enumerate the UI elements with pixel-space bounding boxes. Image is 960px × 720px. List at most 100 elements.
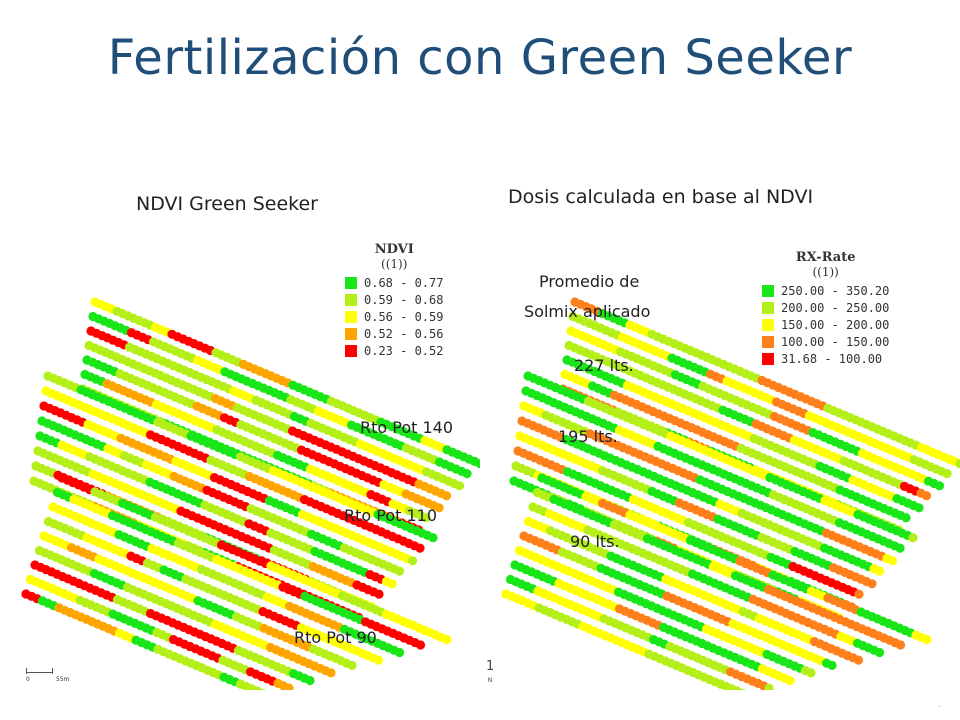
ndvi-legend: NDVI ((1)) 0.68 - 0.77 0.59 - 0.68 0.56 … <box>345 242 443 359</box>
legend-entry: 0.52 - 0.56 <box>345 325 443 342</box>
rx-rate-legend: RX-Rate ((1)) 250.00 - 350.20 200.00 - 2… <box>762 250 889 367</box>
pass-point <box>921 491 932 501</box>
legend-entry: 150.00 - 200.00 <box>762 316 889 333</box>
legend-swatch <box>762 284 774 297</box>
legend-swatch <box>345 310 357 323</box>
pass-point <box>942 469 952 479</box>
ndvi-legend-entries: 0.68 - 0.77 0.59 - 0.68 0.56 - 0.59 0.52… <box>345 274 443 359</box>
rx-rate-map <box>501 297 960 690</box>
yield-label-90: Rto Pot 90 <box>294 628 377 647</box>
pass-point <box>415 640 426 650</box>
pass-point <box>428 533 438 543</box>
pass-point <box>901 513 911 523</box>
pass-point <box>434 503 444 513</box>
scale-start-label: 0 <box>26 676 30 683</box>
legend-swatch <box>345 327 357 340</box>
legend-entry-label: 31.68 - 100.00 <box>781 351 883 366</box>
legend-entry: 0.23 - 0.52 <box>345 342 443 359</box>
pass-point <box>732 686 742 690</box>
pass-point <box>454 481 465 491</box>
rx-rate-legend-entries: 250.00 - 350.20 200.00 - 250.00 150.00 -… <box>762 282 889 367</box>
pass-point <box>374 589 384 599</box>
pass-point <box>462 469 472 479</box>
scale-end-label: 55m <box>56 676 70 683</box>
legend-entry: 31.68 - 100.00 <box>762 350 889 367</box>
legend-entry-label: 0.52 - 0.56 <box>364 326 444 341</box>
legend-entry-label: 200.00 - 250.00 <box>781 300 890 315</box>
legend-entry-label: 0.23 - 0.52 <box>364 343 444 358</box>
pass-point <box>827 660 837 670</box>
pass-point <box>284 683 294 690</box>
dose-label-195: 195 lts. <box>558 427 618 446</box>
dose-label-227: 227 lts. <box>574 356 634 375</box>
pass-point <box>922 635 932 645</box>
pass-point <box>394 647 405 658</box>
pass-point <box>887 556 898 566</box>
legend-entry: 100.00 - 150.00 <box>762 333 889 350</box>
ndvi-legend-title: NDVI <box>374 242 414 257</box>
dose-label-90: 90 lts. <box>570 532 620 551</box>
legend-swatch <box>762 301 774 314</box>
scale-tick <box>26 668 27 674</box>
pass-point <box>394 566 405 576</box>
legend-entry-label: 0.68 - 0.77 <box>364 275 444 290</box>
pass-point <box>867 579 877 589</box>
north-arrow: 1 N <box>486 660 494 688</box>
yield-label-110: Rto Pot 110 <box>344 506 438 525</box>
yield-label-140: Rto Pot 140 <box>360 418 454 437</box>
legend-entry-label: 250.00 - 350.20 <box>781 283 890 298</box>
legend-entry-label: 0.56 - 0.59 <box>364 309 444 324</box>
legend-entry: 200.00 - 250.00 <box>762 299 889 316</box>
scale-bar: 0 55m <box>26 668 86 684</box>
legend-entry: 0.56 - 0.59 <box>345 308 443 325</box>
scale-line <box>26 672 52 673</box>
note-line-2: Solmix aplicado <box>524 302 651 321</box>
right-map-caption: Dosis calculada en base al NDVI <box>508 186 814 208</box>
pass-point <box>934 481 945 491</box>
pass-point <box>326 668 336 678</box>
pass-point <box>739 688 746 690</box>
legend-entry-label: 150.00 - 200.00 <box>781 317 890 332</box>
pass-point <box>908 533 918 543</box>
legend-entry-label: 0.59 - 0.68 <box>364 292 444 307</box>
pass-point <box>415 543 425 553</box>
pass-point <box>252 686 262 690</box>
north-letter: N <box>487 677 493 684</box>
pass-point <box>373 655 384 665</box>
legend-swatch <box>345 344 357 357</box>
page-dot: . <box>938 700 941 709</box>
north-numeral: 1 <box>486 659 495 674</box>
legend-entry-label: 100.00 - 150.00 <box>781 334 890 349</box>
pass-point <box>421 513 431 523</box>
left-map-caption: NDVI Green Seeker <box>136 193 318 215</box>
legend-entry: 0.59 - 0.68 <box>345 291 443 308</box>
pass-point <box>764 683 774 690</box>
pass-point <box>874 566 885 576</box>
pass-point <box>853 655 864 665</box>
pass-point <box>895 640 906 650</box>
pass-point <box>785 675 795 686</box>
legend-swatch <box>762 318 774 331</box>
legend-swatch <box>345 276 357 289</box>
pass-point <box>387 579 397 589</box>
legend-entry: 250.00 - 350.20 <box>762 282 889 299</box>
pass-point <box>895 543 905 553</box>
rx-rate-legend-title: RX-Rate <box>795 250 856 265</box>
rx-rate-legend-subtitle: ((1)) <box>812 265 839 279</box>
pass-point <box>914 503 924 513</box>
scale-tick <box>52 668 53 674</box>
pass-point <box>259 688 266 690</box>
slide-title: Fertilización con Green Seeker <box>107 30 853 86</box>
note-line-1: Promedio de <box>539 272 640 291</box>
pass-point <box>806 668 816 678</box>
pass-point <box>305 675 315 686</box>
pass-point <box>475 459 480 469</box>
ndvi-map <box>21 297 480 690</box>
pass-point <box>407 556 418 566</box>
pass-point <box>441 491 452 501</box>
ndvi-legend-subtitle: ((1)) <box>381 257 408 271</box>
pass-point <box>854 589 864 599</box>
pass-point <box>955 459 960 469</box>
pass-point <box>874 647 885 658</box>
legend-swatch <box>345 293 357 306</box>
